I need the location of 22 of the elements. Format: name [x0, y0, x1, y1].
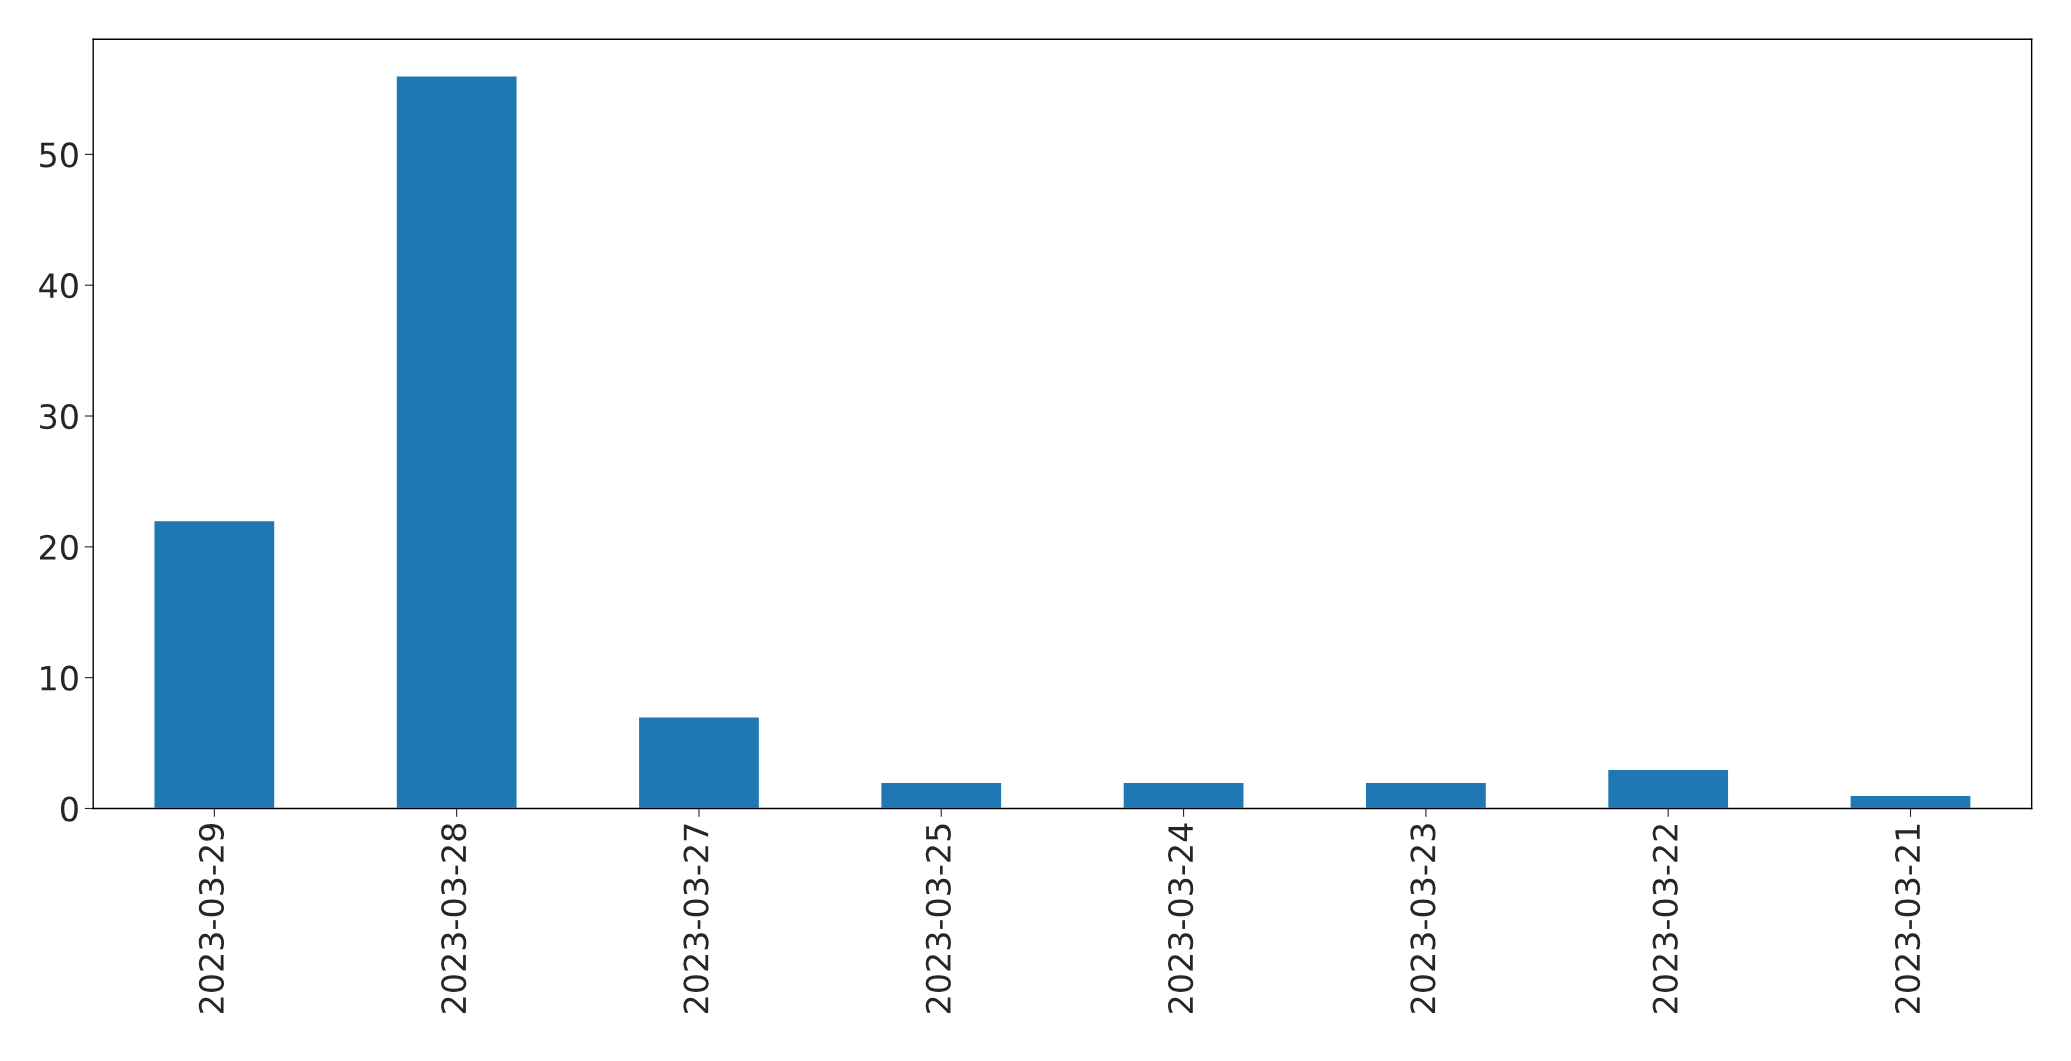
bar: [395, 75, 518, 809]
bar: [879, 781, 1003, 809]
x-tick-label: 2023-03-29: [198, 824, 225, 1013]
y-tick-label: 30: [40, 403, 78, 430]
x-tick-label: 2023-03-23: [1410, 824, 1436, 1013]
y-tick-label: 40: [39, 273, 78, 299]
bar: [1849, 794, 1972, 809]
y-tick-label: 20: [40, 534, 78, 560]
bar: [153, 519, 276, 809]
x-tick-label: 2023-03-21: [1894, 824, 1921, 1013]
x-tick-label: 2023-03-25: [925, 824, 951, 1013]
y-tick-label: 10: [41, 665, 78, 691]
y-tick-label: 0: [60, 796, 78, 822]
bar: [1122, 781, 1245, 809]
x-tick-label: 2023-03-28: [441, 823, 467, 1013]
x-tick-label: 2023-03-24: [1168, 823, 1194, 1013]
bar: [1606, 768, 1730, 809]
bar: [637, 716, 761, 809]
y-tick-label: 50: [40, 142, 78, 168]
x-tick-label: 2023-03-22: [1652, 825, 1678, 1013]
x-tick-label: 2023-03-27: [683, 824, 709, 1013]
bar: [1364, 781, 1488, 809]
